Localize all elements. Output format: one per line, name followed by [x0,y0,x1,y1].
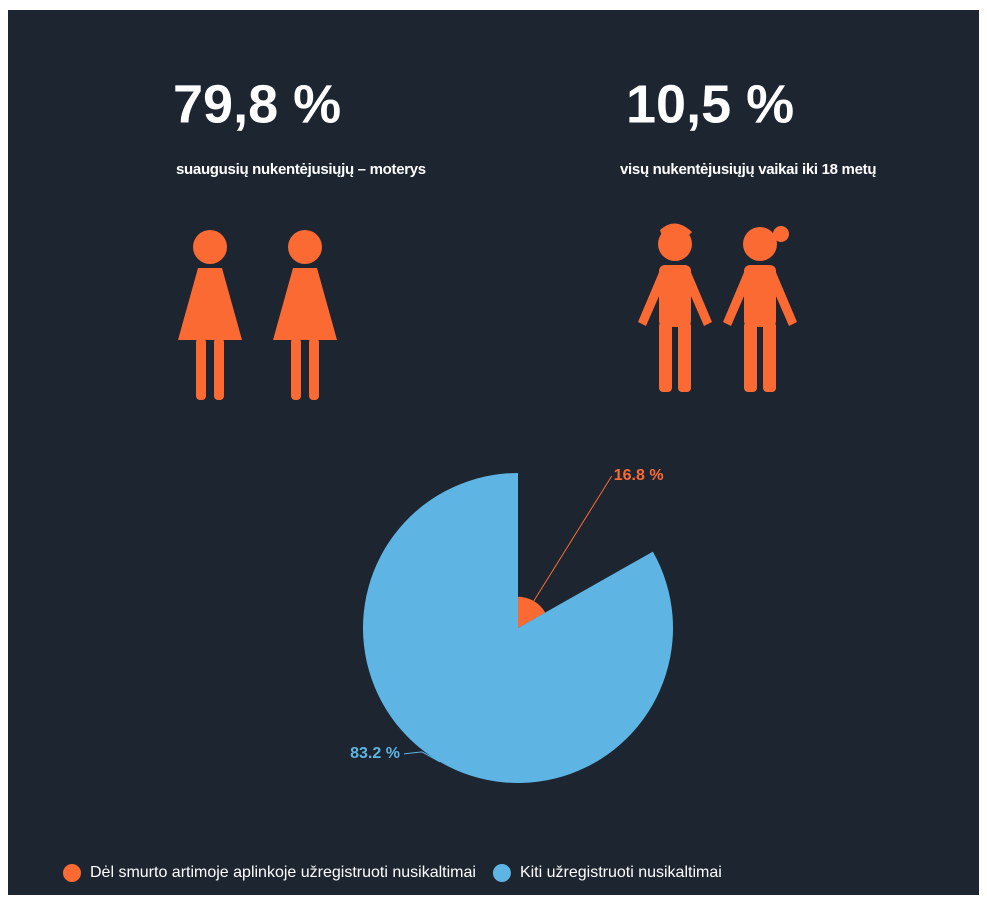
stat-value: 79,8 % [173,74,341,134]
legend-label: Kiti užregistruoti nusikaltimai [520,864,722,881]
leader-line [533,475,613,602]
data-label: 83.2 % [350,745,400,762]
pie-slice [362,473,673,783]
girl-icon [723,226,797,392]
boy-icon [638,223,712,392]
stat-label: visų nukentėjusiųjų vaikai iki 18 metų [620,161,876,178]
pie-slice [518,596,546,628]
leader-line [403,751,441,763]
legend-marker [492,864,511,882]
stat-label: suaugusių nukentėjusiųjų – moterys [176,161,426,178]
woman-icon [273,230,337,400]
legend-label: Dėl smurto artimoje aplinkoje užregistru… [90,864,476,881]
legend-marker [63,864,81,882]
stat-value: 10,5 % [626,74,794,134]
woman-icon [178,230,242,400]
data-label: 16.8 % [614,467,664,484]
